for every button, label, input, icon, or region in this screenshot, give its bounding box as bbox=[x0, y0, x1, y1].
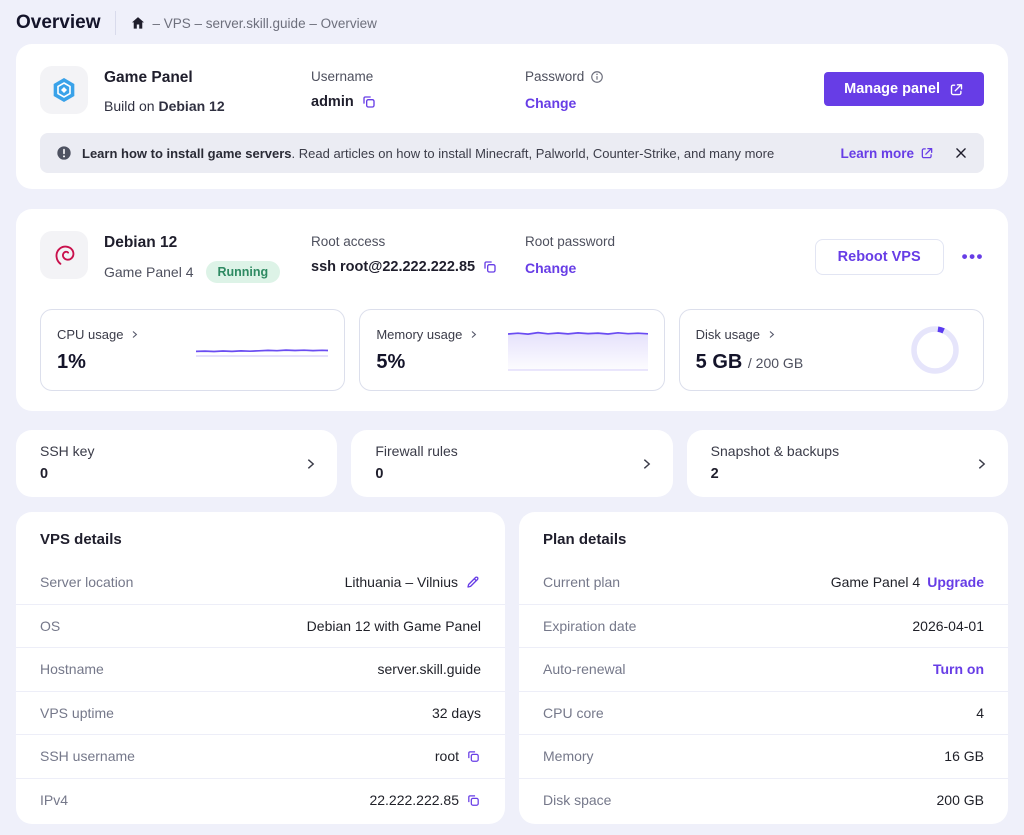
vps-details-title: VPS details bbox=[40, 531, 122, 548]
game-panel-subtitle: Build on Debian 12 bbox=[104, 98, 225, 114]
server-card: Debian 12 Game Panel 4 Running Root acce… bbox=[16, 209, 1008, 411]
learn-more-link[interactable]: Learn more bbox=[840, 146, 934, 161]
table-row-memory: Memory 16 GB bbox=[519, 735, 1008, 779]
breadcrumb-text: – VPS – server.skill.guide – Overview bbox=[152, 15, 377, 31]
status-badge: Running bbox=[205, 261, 281, 283]
snapshot-backups-value: 2 bbox=[710, 466, 719, 482]
ssh-key-card[interactable]: SSH key 0 bbox=[16, 430, 338, 497]
table-row-vps-uptime: VPS uptime 32 days bbox=[16, 692, 505, 735]
page-title: Overview bbox=[16, 12, 101, 33]
table-row-cpu-core: CPU core 4 bbox=[519, 692, 1008, 735]
table-row-auto-renewal: Auto-renewal Turn on bbox=[519, 648, 1008, 692]
disk-usage-donut bbox=[911, 326, 959, 374]
copy-root-access-icon[interactable] bbox=[482, 259, 498, 275]
vps-details-card: VPS details Server location Lithuania – … bbox=[16, 512, 505, 824]
chevron-right-icon bbox=[769, 330, 775, 338]
root-access-value: ssh root@22.222.222.85 bbox=[311, 259, 476, 275]
server-os-title: Debian 12 bbox=[104, 234, 178, 251]
more-options-icon[interactable]: ••• bbox=[961, 247, 984, 266]
edit-icon[interactable] bbox=[465, 574, 481, 590]
turn-on-link[interactable]: Turn on bbox=[932, 661, 984, 678]
copy-ipv4-icon[interactable] bbox=[466, 793, 481, 808]
plan-details-card: Plan details Current plan Game Panel 4 U… bbox=[519, 512, 1008, 824]
ssh-key-value: 0 bbox=[40, 466, 49, 482]
home-icon[interactable] bbox=[130, 15, 146, 31]
username-value: admin bbox=[311, 94, 354, 110]
copy-ssh-username-icon[interactable] bbox=[466, 749, 481, 764]
snapshot-backups-card[interactable]: Snapshot & backups 2 bbox=[686, 430, 1008, 497]
info-icon[interactable] bbox=[590, 70, 604, 84]
memory-usage-label: Memory usage bbox=[376, 326, 463, 342]
quick-links-row: SSH key 0 Firewall rules 0 Snapshot & ba… bbox=[16, 430, 1008, 497]
password-label: Password bbox=[525, 69, 585, 84]
firewall-rules-value: 0 bbox=[375, 466, 384, 482]
password-change-link[interactable]: Change bbox=[525, 95, 577, 111]
memory-usage-card[interactable]: Memory usage 5% bbox=[359, 309, 665, 391]
breadcrumb[interactable]: – VPS – server.skill.guide – Overview bbox=[130, 15, 377, 31]
server-plan-name: Game Panel 4 bbox=[104, 264, 194, 280]
root-password-change-link[interactable]: Change bbox=[525, 260, 577, 276]
memory-usage-value: 5% bbox=[376, 350, 406, 373]
chevron-right-icon bbox=[133, 330, 138, 338]
table-row-ipv4: IPv4 22.222.222.85 bbox=[16, 779, 505, 823]
root-password-label: Root password bbox=[525, 234, 616, 249]
disk-usage-label: Disk usage bbox=[695, 326, 760, 342]
memory-usage-chart bbox=[507, 331, 648, 371]
debian-logo-icon bbox=[40, 231, 88, 279]
username-value-row: admin bbox=[311, 94, 525, 110]
cpu-usage-value: 1% bbox=[57, 350, 86, 373]
table-row-disk-space: Disk space 200 GB bbox=[543, 792, 984, 809]
username-label: Username bbox=[311, 69, 374, 84]
table-row-current-plan: Current plan Game Panel 4 Upgrade bbox=[519, 561, 1008, 605]
external-link-icon bbox=[949, 82, 964, 97]
disk-usage-total: / 200 GB bbox=[747, 354, 804, 371]
password-label-row: Password bbox=[525, 69, 824, 84]
chevron-right-icon bbox=[304, 457, 317, 470]
alert-icon bbox=[56, 145, 72, 161]
table-row-hostname: Hostname server.skill.guide bbox=[16, 648, 505, 692]
upgrade-link[interactable]: Upgrade bbox=[927, 574, 984, 591]
header-divider bbox=[114, 11, 116, 35]
cpu-usage-label: CPU usage bbox=[57, 326, 124, 342]
snapshot-backups-label: Snapshot & backups bbox=[710, 443, 840, 459]
game-panel-logo-icon bbox=[40, 66, 88, 114]
root-access-label: Root access bbox=[311, 234, 386, 249]
cpu-usage-sparkline bbox=[196, 349, 329, 357]
chevron-right-icon bbox=[471, 330, 477, 338]
game-panel-card: Game Panel Build on Debian 12 Username a… bbox=[16, 44, 1008, 189]
disk-usage-value: 5 GB bbox=[695, 350, 743, 373]
close-banner-icon[interactable] bbox=[954, 146, 968, 160]
copy-username-icon[interactable] bbox=[361, 94, 377, 110]
chevron-right-icon bbox=[640, 457, 653, 470]
banner-text: Learn how to install game servers. Read … bbox=[82, 145, 775, 161]
reboot-vps-button[interactable]: Reboot VPS bbox=[814, 239, 944, 275]
cpu-usage-card[interactable]: CPU usage 1% bbox=[40, 309, 346, 391]
chevron-right-icon bbox=[975, 457, 988, 470]
details-row: VPS details Server location Lithuania – … bbox=[16, 512, 1008, 824]
install-banner: Learn how to install game servers. Read … bbox=[40, 133, 984, 173]
ssh-key-label: SSH key bbox=[40, 443, 95, 459]
table-row-ssh-username: SSH username root bbox=[16, 735, 505, 779]
plan-details-title: Plan details bbox=[543, 531, 627, 548]
game-panel-title: Game Panel bbox=[104, 69, 193, 86]
table-row-expiration-date: Expiration date 2026-04-01 bbox=[519, 605, 1008, 648]
table-row-os: OS Debian 12 with Game Panel bbox=[16, 605, 505, 648]
page-header: Overview – VPS – server.skill.guide – Ov… bbox=[0, 0, 1024, 44]
disk-usage-card[interactable]: Disk usage 5 GB / 200 GB bbox=[678, 309, 984, 391]
firewall-rules-label: Firewall rules bbox=[375, 443, 458, 459]
manage-panel-button[interactable]: Manage panel bbox=[824, 72, 984, 106]
table-row-server-location: Server location Lithuania – Vilnius bbox=[16, 561, 505, 605]
firewall-rules-card[interactable]: Firewall rules 0 bbox=[351, 430, 673, 497]
